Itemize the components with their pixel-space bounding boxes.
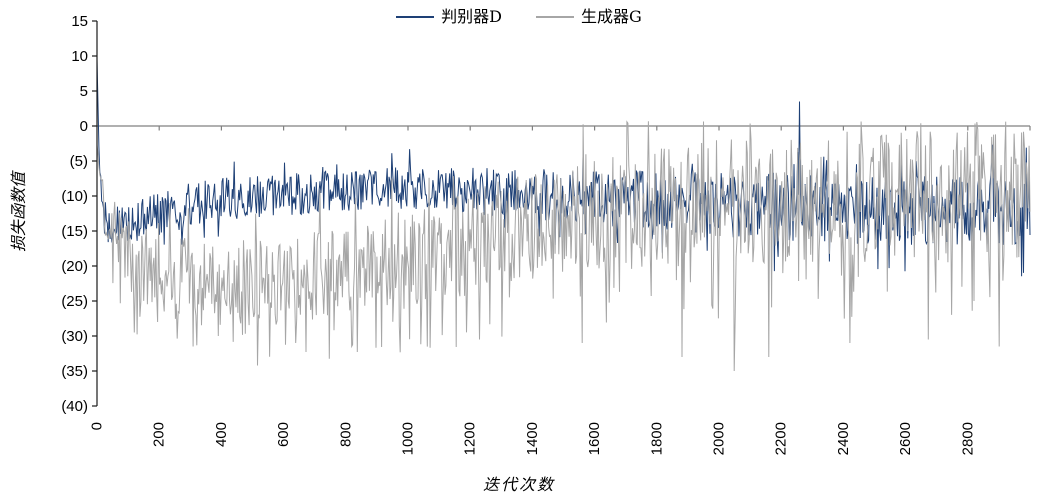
- x-tick-label: 200: [151, 422, 168, 447]
- x-tick-label: 2400: [835, 422, 852, 455]
- x-tick-label: 2000: [711, 422, 728, 455]
- x-tick-label: 800: [337, 422, 354, 447]
- x-tick-label: 1800: [648, 422, 665, 455]
- y-axis-title: 损失函数值: [9, 171, 28, 253]
- legend-label-discriminator: 判别器D: [441, 7, 503, 26]
- legend: 判别器D 生成器G: [0, 8, 1038, 26]
- x-tick-label: 600: [275, 422, 292, 447]
- y-tick-label: (35): [61, 363, 88, 380]
- x-tick-label: 1600: [586, 422, 603, 455]
- x-tick-label: 2600: [897, 422, 914, 455]
- y-tick-label: (30): [61, 328, 88, 345]
- y-tick-label: 0: [80, 118, 88, 135]
- y-tick-label: 10: [71, 48, 88, 65]
- x-tick-label: 400: [213, 422, 230, 447]
- y-tick-label: (10): [61, 188, 88, 205]
- y-tick-label: (20): [61, 258, 88, 275]
- x-tick-label: 1000: [400, 422, 417, 455]
- legend-label-generator: 生成器G: [581, 7, 642, 26]
- generator-loss-line: [96, 120, 1031, 372]
- y-tick-label: 15: [71, 13, 88, 30]
- x-axis-title: 迭代次数: [482, 475, 555, 494]
- x-tick-label: 0: [89, 422, 106, 430]
- y-tick-label: (25): [61, 293, 88, 310]
- x-tick-label: 2200: [773, 422, 790, 455]
- y-tick-label: (15): [61, 223, 88, 240]
- legend-item-generator: 生成器G: [536, 8, 642, 26]
- generator-line-swatch-icon: [536, 15, 575, 19]
- discriminator-line-swatch-icon: [396, 15, 435, 19]
- x-tick-label: 1200: [462, 422, 479, 455]
- x-tick-label: 2800: [959, 422, 976, 455]
- y-tick-label: (5): [70, 153, 88, 170]
- y-tick-label: (40): [61, 398, 88, 415]
- legend-item-discriminator: 判别器D: [396, 8, 502, 26]
- y-tick-label: 5: [80, 83, 88, 100]
- x-tick-label: 1400: [524, 422, 541, 455]
